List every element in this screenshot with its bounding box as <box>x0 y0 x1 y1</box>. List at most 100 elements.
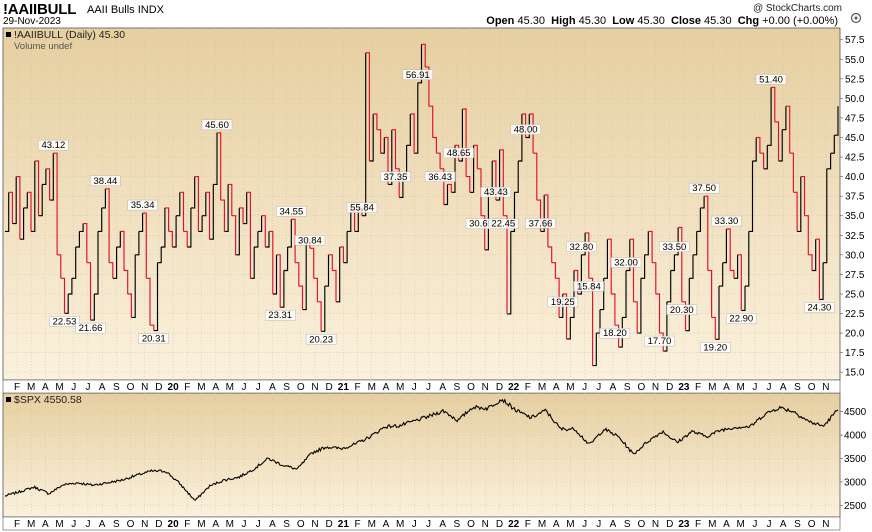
data-label-text: 24.30 <box>808 302 832 313</box>
aaii-segment <box>678 226 683 302</box>
x-tick-label: J <box>256 519 261 530</box>
x-tick-label: M <box>197 519 205 530</box>
aaii-segment <box>391 129 397 169</box>
open-label: Open <box>486 15 515 27</box>
data-label-text: 36.43 <box>428 172 452 183</box>
x-tick-label: O <box>637 382 645 393</box>
data-label-box <box>480 186 512 198</box>
data-label: 38.44 <box>90 175 121 187</box>
aaii-segment <box>722 229 727 264</box>
y-tick-label: 57.5 <box>845 35 865 46</box>
data-label-box <box>726 313 757 324</box>
x-tick-label: 20 <box>168 382 180 393</box>
data-label: 20.30 <box>666 304 698 316</box>
x-tick-label: N <box>652 382 659 393</box>
data-label-text: 22.45 <box>491 219 515 230</box>
y-tick-label: 47.5 <box>845 113 865 124</box>
data-label-box <box>49 316 80 327</box>
aaii-segment <box>68 278 73 295</box>
data-label-text: 22.90 <box>729 313 753 324</box>
aaii-segment <box>782 106 787 131</box>
aaii-segment <box>562 293 568 339</box>
y-tick-label: 4500 <box>844 407 867 418</box>
y-tick-label: 55.0 <box>845 55 865 66</box>
aaii-segment <box>585 232 590 279</box>
x-tick-label: N <box>822 519 829 530</box>
x-tick-label: O <box>808 382 816 393</box>
x-tick-label: M <box>197 382 205 393</box>
aaii-segment <box>298 285 304 310</box>
x-tick-label: S <box>454 519 461 530</box>
spx-line <box>4 398 839 501</box>
aaii-segment <box>752 137 757 162</box>
aaii-segment <box>804 215 809 255</box>
data-label-box <box>38 139 69 151</box>
data-label: 22.53 <box>49 316 80 327</box>
aaii-segment <box>670 254 675 272</box>
x-tick-label: D <box>496 519 503 530</box>
aaii-segment <box>116 231 121 248</box>
data-label: 56.91 <box>402 69 433 81</box>
x-tick-label: 23 <box>678 382 690 393</box>
aaii-segment <box>503 215 508 314</box>
aaii-segment <box>592 333 597 367</box>
aaii-segment <box>183 230 188 247</box>
x-tick-label: S <box>794 382 801 393</box>
x-tick-label: A <box>42 519 49 530</box>
high-label: High <box>551 15 576 27</box>
aaii-segment <box>220 199 225 232</box>
data-label-text: 33.30 <box>715 216 739 227</box>
aaii-segment <box>812 239 817 272</box>
aaii-segment <box>347 207 352 232</box>
aaii-segment <box>481 215 486 250</box>
x-tick-label: M <box>396 382 404 393</box>
data-label: 48.00 <box>510 124 541 136</box>
aaii-segment <box>49 153 54 201</box>
data-label-box <box>294 235 326 246</box>
aaii-segment <box>477 168 482 216</box>
data-label-box <box>688 182 720 194</box>
aaii-segment <box>759 152 765 169</box>
data-label: 36.43 <box>424 171 456 183</box>
data-label-text: 37.50 <box>692 183 716 194</box>
aaii-segment <box>283 247 289 272</box>
x-tick-label: A <box>780 519 787 530</box>
x-tick-label: N <box>311 382 318 393</box>
data-label-box <box>276 206 307 217</box>
data-label-text: 43.12 <box>41 140 65 151</box>
aaii-segment <box>90 294 95 321</box>
aaii-segment <box>380 137 385 154</box>
x-tick-label: N <box>141 519 148 530</box>
x-tick-label: A <box>610 519 617 530</box>
x-tick-label: O <box>467 519 475 530</box>
aaii-segment <box>525 114 530 139</box>
y-tick-label: 52.5 <box>845 74 865 85</box>
x-tick-label: O <box>297 519 305 530</box>
aaii-segment <box>778 129 783 162</box>
x-tick-label: A <box>439 519 446 530</box>
data-label-text: 18.20 <box>603 328 627 339</box>
x-tick-label: F <box>525 519 531 530</box>
aaii-segment <box>112 247 118 279</box>
data-label: 21.66 <box>75 322 106 334</box>
aaii-segment <box>443 184 449 206</box>
x-tick-label: J <box>596 382 601 393</box>
data-label-text: 22.53 <box>53 316 77 327</box>
aaii-segment <box>23 192 28 209</box>
aaii-segment <box>763 145 768 170</box>
x-tick-label: A <box>269 382 276 393</box>
aaii-segment <box>607 238 612 294</box>
data-label-text: 20.30 <box>670 305 694 316</box>
settings-icon[interactable] <box>850 12 862 24</box>
aaii-segment <box>83 223 88 263</box>
data-label: 20.23 <box>305 334 337 345</box>
aaii-segment <box>373 113 378 130</box>
aaii-segment <box>655 293 661 334</box>
data-label-box <box>305 334 337 345</box>
data-label-box <box>644 335 675 347</box>
aaii-segment <box>674 227 679 256</box>
aaii-segment <box>514 161 519 193</box>
aaii-segment <box>797 176 802 232</box>
ohlc-readout: Open 45.30 High 45.30 Low 45.30 Close 45… <box>486 15 838 27</box>
data-label: 48.65 <box>443 147 474 159</box>
